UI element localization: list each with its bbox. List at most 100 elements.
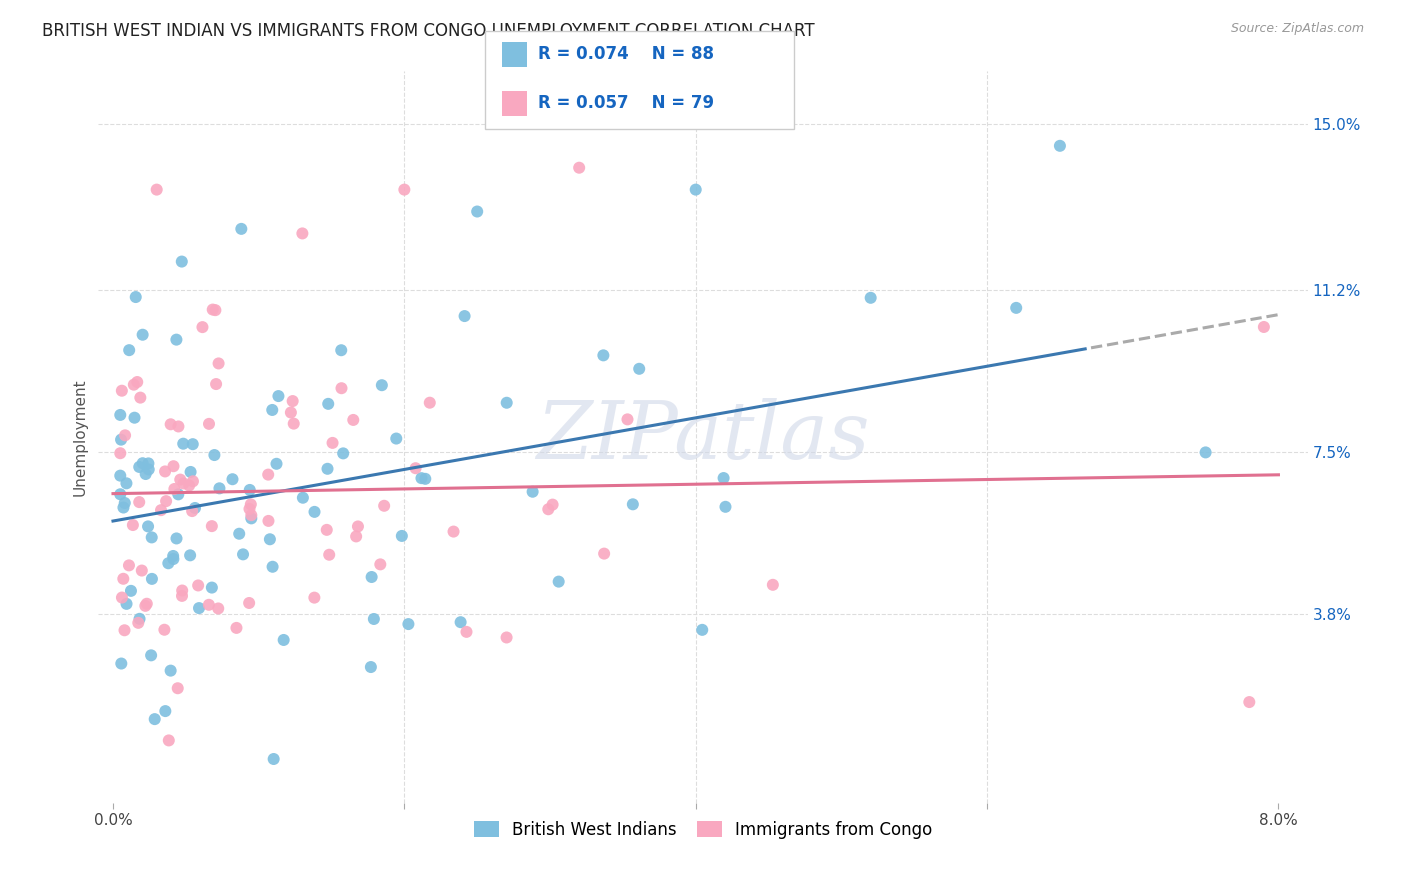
- Point: [267, 389, 290, 403]
- Point: [385, 432, 408, 446]
- Point: [207, 601, 229, 615]
- Point: [347, 519, 370, 533]
- Point: [391, 529, 413, 543]
- Point: [165, 333, 187, 347]
- Point: [184, 500, 207, 515]
- Point: [257, 467, 280, 482]
- Point: [179, 478, 201, 492]
- Legend: British West Indians, Immigrants from Congo: British West Indians, Immigrants from Co…: [467, 814, 939, 846]
- Point: [240, 508, 263, 523]
- Text: R = 0.074    N = 88: R = 0.074 N = 88: [538, 45, 714, 63]
- Point: [316, 397, 339, 411]
- Point: [304, 591, 326, 605]
- Y-axis label: Unemployment: Unemployment: [72, 378, 87, 496]
- Point: [273, 632, 295, 647]
- Point: [450, 615, 472, 630]
- Point: [118, 343, 141, 358]
- Point: [262, 403, 284, 417]
- Point: [453, 309, 475, 323]
- Point: [495, 631, 517, 645]
- Point: [170, 254, 193, 268]
- Point: [155, 704, 177, 718]
- Point: [419, 395, 441, 409]
- Point: [238, 502, 260, 516]
- Point: [110, 433, 132, 447]
- Point: [456, 624, 478, 639]
- Point: [167, 419, 190, 434]
- Point: [153, 623, 176, 637]
- Point: [330, 343, 353, 358]
- Point: [291, 227, 314, 241]
- Point: [179, 549, 201, 563]
- Point: [170, 589, 193, 603]
- Point: [1049, 138, 1071, 153]
- Point: [238, 596, 260, 610]
- Point: [240, 511, 263, 525]
- Point: [118, 558, 141, 573]
- Point: [316, 462, 339, 476]
- Point: [1253, 320, 1275, 334]
- Point: [138, 462, 160, 476]
- Point: [443, 524, 465, 539]
- Point: [315, 523, 337, 537]
- Point: [122, 518, 145, 533]
- Point: [201, 302, 224, 317]
- Point: [127, 615, 149, 630]
- Point: [859, 291, 882, 305]
- Point: [204, 303, 226, 318]
- Point: [131, 564, 153, 578]
- Point: [394, 183, 416, 197]
- Point: [304, 505, 326, 519]
- Point: [153, 465, 176, 479]
- Point: [180, 465, 202, 479]
- Text: Source: ZipAtlas.com: Source: ZipAtlas.com: [1230, 22, 1364, 36]
- Point: [127, 375, 149, 389]
- Point: [202, 448, 225, 462]
- Point: [371, 378, 394, 392]
- Point: [396, 617, 419, 632]
- Point: [198, 598, 221, 612]
- Point: [181, 504, 204, 518]
- Point: [332, 446, 354, 460]
- Point: [232, 547, 254, 561]
- Point: [112, 572, 135, 586]
- Point: [330, 381, 353, 395]
- Point: [111, 591, 134, 605]
- Point: [167, 487, 190, 501]
- Point: [159, 417, 181, 432]
- Point: [207, 356, 229, 370]
- Point: [110, 657, 132, 671]
- Point: [593, 547, 616, 561]
- Point: [115, 476, 138, 491]
- Text: R = 0.057    N = 79: R = 0.057 N = 79: [538, 95, 714, 112]
- Point: [592, 348, 614, 362]
- Point: [225, 621, 247, 635]
- Point: [522, 484, 544, 499]
- Point: [411, 471, 433, 485]
- Point: [143, 712, 166, 726]
- Point: [537, 502, 560, 516]
- Point: [205, 377, 228, 392]
- Point: [110, 408, 132, 422]
- Point: [685, 183, 707, 197]
- Point: [157, 733, 180, 747]
- Point: [172, 436, 194, 450]
- Point: [110, 446, 132, 460]
- Point: [122, 377, 145, 392]
- Point: [172, 583, 194, 598]
- Point: [263, 752, 285, 766]
- Point: [162, 549, 184, 563]
- Point: [115, 597, 138, 611]
- Point: [239, 497, 262, 511]
- Text: ZIPatlas: ZIPatlas: [536, 399, 870, 475]
- Point: [405, 461, 427, 475]
- Point: [231, 222, 253, 236]
- Point: [169, 473, 191, 487]
- Point: [188, 601, 211, 615]
- Point: [465, 204, 488, 219]
- Point: [257, 514, 280, 528]
- Point: [141, 572, 163, 586]
- Point: [616, 412, 638, 426]
- Point: [134, 599, 156, 613]
- Point: [181, 475, 204, 489]
